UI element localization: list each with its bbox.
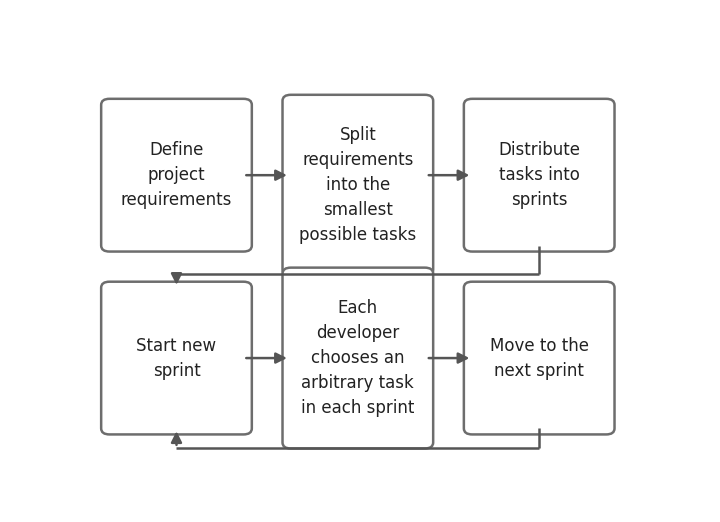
FancyBboxPatch shape [282,268,433,448]
Text: Distribute
tasks into
sprints: Distribute tasks into sprints [498,141,580,209]
Text: Each
developer
chooses an
arbitrary task
in each sprint: Each developer chooses an arbitrary task… [301,299,415,417]
Text: Split
requirements
into the
smallest
possible tasks: Split requirements into the smallest pos… [300,126,416,244]
Text: Start new
sprint: Start new sprint [136,337,217,379]
FancyBboxPatch shape [464,282,615,434]
FancyBboxPatch shape [282,95,433,276]
Text: Move to the
next sprint: Move to the next sprint [490,337,589,379]
Text: Define
project
requirements: Define project requirements [121,141,232,209]
FancyBboxPatch shape [101,282,252,434]
FancyBboxPatch shape [101,99,252,252]
FancyBboxPatch shape [464,99,615,252]
